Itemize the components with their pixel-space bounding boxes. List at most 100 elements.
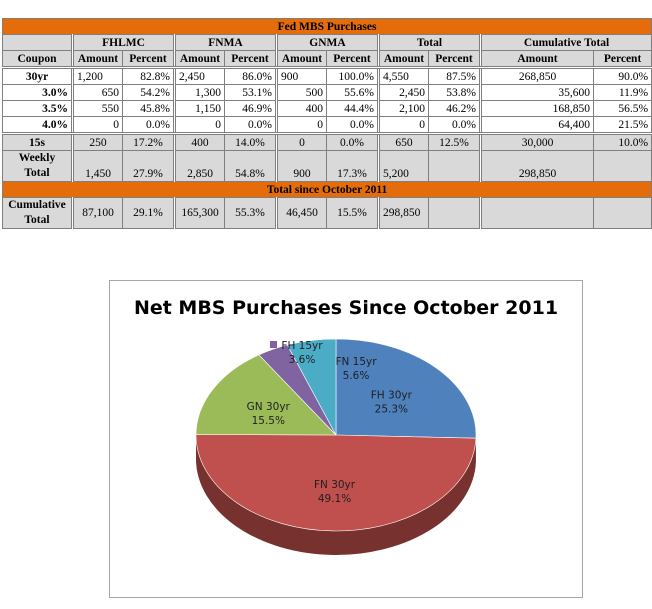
table-cell: 64,400 (479, 116, 594, 135)
slice-percent-fh-15yr: 3.6% (289, 354, 316, 366)
slice-name-fn-30yr: FN 30yr (314, 479, 356, 491)
group-header-cumulative-total: Cumulative Total (478, 34, 652, 51)
slice-percent-fh-30yr: 25.3% (375, 403, 408, 415)
table-cell: 0 (173, 116, 225, 135)
pie-side-fn-30yr (196, 435, 476, 555)
fed-mbs-table: Fed MBS Purchases FHLMC FNMA GNMA Total … (1, 18, 652, 229)
table-cell: 15.5% (326, 197, 379, 229)
table-cell: 2,450 (377, 84, 429, 101)
slice-name-fh-15yr: FH 15yr (281, 340, 323, 352)
table-cell: 1,300 (173, 84, 225, 101)
table-cell: 2,450 (173, 67, 225, 85)
mbs-purchases-table: Fed MBS Purchases FHLMC FNMA GNMA Total … (1, 18, 652, 229)
amount-header: Amount (479, 50, 594, 69)
table-cell: 53.8% (428, 84, 481, 101)
empty-cell (592, 197, 652, 229)
table-cell: 0.0% (122, 116, 175, 135)
table-cell: 90.0% (592, 67, 652, 85)
cumulative-total-row: Cumulative Total 87,100 29.1% 165,300 55… (2, 197, 652, 229)
slice-percent-fn-15yr: 5.6% (343, 370, 370, 382)
slice-percent-fn-30yr: 49.1% (318, 493, 351, 505)
weekly-total-label: Weekly Total (2, 150, 73, 182)
table-cell (592, 150, 652, 182)
table-cell: 21.5% (592, 116, 652, 135)
empty-cell (479, 197, 594, 229)
table-cell: 12.5% (428, 133, 481, 151)
table-title: Fed MBS Purchases (1, 18, 652, 35)
percent-header: Percent (428, 50, 481, 69)
table-cell: 1,150 (173, 100, 225, 117)
total-since-banner: Total since October 2011 (1, 181, 652, 198)
group-header-fnma: FNMA (173, 34, 277, 51)
table-cell: 165,300 (173, 197, 225, 229)
table-row: 3.0% 650 54.2% 1,300 53.1% 500 55.6% 2,4… (2, 84, 652, 101)
row-label: 4.0% (2, 116, 73, 135)
pie-slice-fn-15yr (286, 338, 337, 436)
table-cell: 0.0% (326, 116, 379, 135)
chart-title: Net MBS Purchases Since October 2011 (133, 297, 559, 319)
table-cell: 45.8% (122, 100, 175, 117)
table-cell: 268,850 (479, 67, 594, 85)
table-cell: 400 (275, 100, 327, 117)
percent-header: Percent (122, 50, 175, 69)
pie-chart: FH 30yr 25.3% FN 30yr 49.1% GN 30yr 15.5% FH 1… (195, 338, 477, 555)
amount-header: Amount (275, 50, 327, 69)
table-cell: 550 (71, 100, 123, 117)
table-cell: 2,850 (173, 150, 225, 182)
table-cell: 1,200 (71, 67, 123, 85)
table-cell: 55.6% (326, 84, 379, 101)
table-cell: 900 (275, 67, 327, 85)
pie-slice-fh-30yr (335, 338, 477, 439)
slice-marker-fh-15yr (270, 341, 277, 348)
slice-percent-gn-30yr: 15.5% (252, 415, 285, 427)
table-cell: 168,850 (479, 100, 594, 117)
slice-name-fh-30yr: FH 30yr (371, 389, 413, 401)
table-cell: 29.1% (122, 197, 175, 229)
table-cell: 82.8% (122, 67, 175, 85)
group-header-fhlmc: FHLMC (71, 34, 175, 51)
table-cell: 0.0% (326, 133, 379, 151)
table-cell: 298,850 (377, 197, 429, 229)
table-cell: 46,450 (275, 197, 327, 229)
pie-chart-panel: Net MBS Purchases Since October 2011 FH … (109, 280, 583, 598)
table-cell: 1,450 (71, 150, 123, 182)
coupon-header: Coupon (2, 50, 73, 69)
pie-top-faces (195, 338, 477, 532)
row-label: 3.5% (2, 100, 73, 117)
table-cell: 500 (275, 84, 327, 101)
table-cell: 0.0% (224, 116, 277, 135)
percent-header: Percent (592, 50, 652, 69)
table-cell: 4,550 (377, 67, 429, 85)
weekly-total-row: Weekly Total 1,450 27.9% 2,850 54.8% 900… (2, 150, 652, 182)
table-cell: 0 (71, 116, 123, 135)
table-cell: 400 (173, 133, 225, 151)
amount-header: Amount (71, 50, 123, 69)
table-cell: 5,200 (377, 150, 429, 182)
table-cell: 100.0% (326, 67, 379, 85)
amount-header: Amount (173, 50, 225, 69)
table-cell (428, 197, 481, 229)
pie-slice-fn-30yr (195, 434, 477, 532)
table-row: 15s 250 17.2% 400 14.0% 0 0.0% 650 12.5%… (2, 133, 652, 151)
row-label: 3.0% (2, 84, 73, 101)
table-cell: 44.4% (326, 100, 379, 117)
table-cell: 46.2% (428, 100, 481, 117)
table-cell: 30,000 (479, 133, 594, 151)
row-label: 15s (2, 133, 73, 151)
row-label: 30yr (2, 67, 73, 85)
table-cell: 0 (275, 133, 327, 151)
table-cell: 650 (71, 84, 123, 101)
table-cell: 86.0% (224, 67, 277, 85)
table-cell: 298,850 (479, 150, 594, 182)
table-cell: 53.1% (224, 84, 277, 101)
table-cell: 650 (377, 133, 429, 151)
table-cell: 35,600 (479, 84, 594, 101)
slice-name-gn-30yr: GN 30yr (247, 401, 291, 413)
table-row: 3.5% 550 45.8% 1,150 46.9% 400 44.4% 2,1… (2, 100, 652, 117)
table-cell: 17.3% (326, 150, 379, 182)
table-cell: 11.9% (592, 84, 652, 101)
table-cell: 87,100 (71, 197, 123, 229)
table-cell: 10.0% (592, 133, 652, 151)
percent-header: Percent (326, 50, 379, 69)
group-header-gnma: GNMA (275, 34, 379, 51)
